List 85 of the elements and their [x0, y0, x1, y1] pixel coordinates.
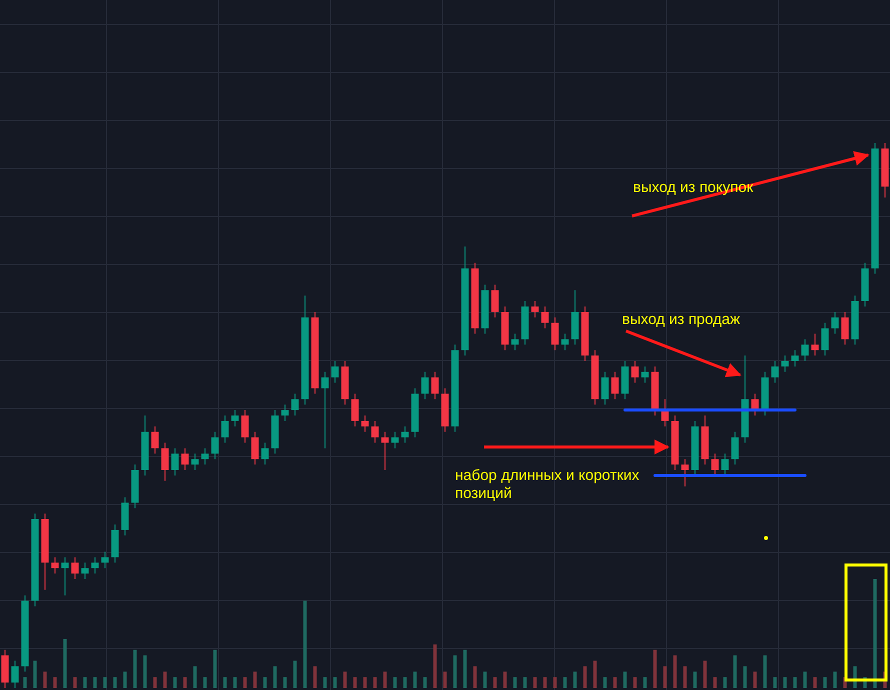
- bar: [153, 677, 157, 688]
- bar: [723, 677, 727, 688]
- bar: [83, 677, 87, 688]
- bar: [783, 677, 787, 688]
- bar: [663, 666, 667, 688]
- bar: [23, 677, 27, 688]
- bar: [803, 672, 807, 688]
- bar: [733, 655, 737, 688]
- bar: [243, 677, 247, 688]
- bar: [753, 672, 757, 688]
- annotation: выход из продаж: [622, 311, 740, 329]
- bar: [213, 650, 217, 688]
- bar: [93, 677, 97, 688]
- bar: [463, 650, 467, 688]
- bar: [773, 677, 777, 688]
- bar: [133, 650, 137, 688]
- bar: [793, 677, 797, 688]
- bar: [353, 677, 357, 688]
- bar: [103, 677, 107, 688]
- bar: [253, 672, 257, 688]
- bar: [763, 655, 767, 688]
- bar: [223, 677, 227, 688]
- bar: [603, 677, 607, 688]
- bar: [143, 655, 147, 688]
- bar: [553, 677, 557, 688]
- bar: [293, 660, 297, 688]
- bar: [313, 666, 317, 688]
- bar: [203, 677, 207, 688]
- bar: [713, 677, 717, 688]
- bar: [193, 666, 197, 688]
- bar: [823, 677, 827, 688]
- bar: [263, 677, 267, 688]
- bar: [33, 660, 37, 688]
- bar: [683, 666, 687, 688]
- bar: [163, 672, 167, 688]
- bar: [233, 677, 237, 688]
- bar: [703, 660, 707, 688]
- bar: [813, 677, 817, 688]
- bar: [423, 677, 427, 688]
- bar: [363, 677, 367, 688]
- bar: [873, 579, 877, 688]
- bar: [833, 672, 837, 688]
- bar: [383, 672, 387, 688]
- annotation: набор длинных и коротких позиций: [455, 467, 640, 503]
- bar: [593, 660, 597, 688]
- bar: [373, 677, 377, 688]
- bar: [653, 650, 657, 688]
- bar: [273, 666, 277, 688]
- bar: [623, 672, 627, 688]
- bar: [453, 655, 457, 688]
- bar: [643, 677, 647, 688]
- bar: [113, 677, 117, 688]
- bar: [563, 677, 567, 688]
- bar: [633, 677, 637, 688]
- bar: [543, 677, 547, 688]
- bar: [523, 677, 527, 688]
- bar: [673, 655, 677, 688]
- bar: [443, 672, 447, 688]
- bar: [123, 672, 127, 688]
- bar: [503, 672, 507, 688]
- bar: [73, 677, 77, 688]
- bar: [433, 644, 437, 688]
- bar: [583, 666, 587, 688]
- bar: [403, 677, 407, 688]
- bar: [183, 677, 187, 688]
- bar: [63, 638, 67, 688]
- bar: [393, 677, 397, 688]
- bar: [483, 672, 487, 688]
- bar: [283, 677, 287, 688]
- bar: [333, 677, 337, 688]
- bar: [493, 677, 497, 688]
- bar: [53, 677, 57, 688]
- bar: [613, 677, 617, 688]
- bar: [743, 666, 747, 688]
- bar: [173, 677, 177, 688]
- bar: [473, 666, 477, 688]
- bar: [43, 672, 47, 688]
- bar: [323, 677, 327, 688]
- bar: [533, 677, 537, 688]
- bar: [343, 672, 347, 688]
- bar: [513, 677, 517, 688]
- bar: [693, 672, 697, 688]
- bar: [413, 672, 417, 688]
- bar: [303, 600, 307, 688]
- bar: [573, 672, 577, 688]
